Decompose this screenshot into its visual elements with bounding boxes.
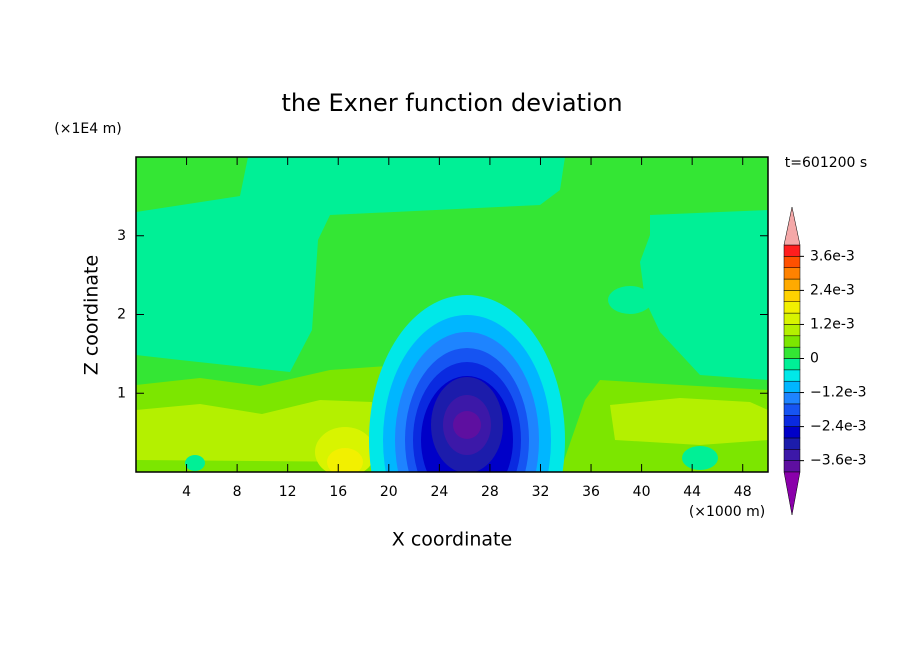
x-tick-label: 44 [683, 484, 701, 500]
x-tick-label: 4 [182, 484, 191, 500]
colorbar-box [783, 449, 801, 461]
colorbar-box [783, 290, 801, 302]
chart-title: the Exner function deviation [281, 89, 622, 117]
colorbar-label: −2.4e-3 [810, 419, 867, 435]
contour-region [327, 448, 363, 472]
colorbar-box [783, 460, 801, 473]
colorbar-label: 2.4e-3 [810, 282, 855, 298]
colorbar-box [783, 335, 801, 348]
colorbar-box [783, 437, 801, 450]
time-annotation: t=601200 s [785, 155, 867, 171]
contour-region [453, 411, 481, 439]
y-tick-label: 1 [117, 385, 126, 401]
contour-region [640, 210, 768, 380]
colorbar-box [783, 392, 801, 405]
x-tick-label: 12 [279, 484, 297, 500]
colorbar-under [783, 471, 801, 516]
colorbar-label: 1.2e-3 [810, 316, 855, 332]
y-tick-label: 2 [117, 307, 126, 323]
colorbar-box [783, 301, 801, 314]
colorbar-box [783, 278, 801, 291]
colorbar-box [783, 369, 801, 382]
colorbar-box [783, 312, 801, 325]
colorbar-box [783, 244, 801, 257]
contour-region [136, 157, 565, 372]
colorbar-label: −3.6e-3 [810, 453, 867, 469]
x-tick-label: 24 [430, 484, 448, 500]
colorbar-box [783, 358, 801, 371]
x-tick-label: 20 [380, 484, 398, 500]
x-unit: (×1000 m) [689, 504, 765, 520]
x-tick-label: 16 [329, 484, 347, 500]
colorbar-label: −1.2e-3 [810, 385, 867, 401]
colorbar-box [783, 267, 801, 280]
colorbar-box [783, 380, 801, 393]
contour-region [682, 446, 718, 470]
x-axis-label: X coordinate [392, 529, 512, 551]
contour-region [610, 398, 768, 445]
x-tick-label: 48 [734, 484, 752, 500]
contour-region [608, 286, 652, 314]
x-tick-label: 32 [532, 484, 550, 500]
y-tick-label: 3 [117, 228, 126, 244]
x-tick-label: 8 [233, 484, 242, 500]
colorbar-over [783, 206, 801, 246]
colorbar-box [783, 403, 801, 416]
colorbar-box [783, 324, 801, 337]
colorbar-box [783, 256, 801, 268]
contour-region [185, 455, 205, 471]
y-unit: (×1E4 m) [54, 121, 121, 137]
x-tick-label: 28 [481, 484, 499, 500]
colorbar-box [783, 346, 801, 359]
colorbar-label: 0 [810, 351, 819, 367]
colorbar-label: 3.6e-3 [810, 248, 855, 264]
x-tick-label: 40 [633, 484, 651, 500]
contour-field [136, 157, 768, 472]
colorbar-box [783, 415, 801, 427]
colorbar-box [783, 426, 801, 439]
x-tick-label: 36 [582, 484, 600, 500]
y-axis-label: Z coordinate [81, 255, 103, 375]
